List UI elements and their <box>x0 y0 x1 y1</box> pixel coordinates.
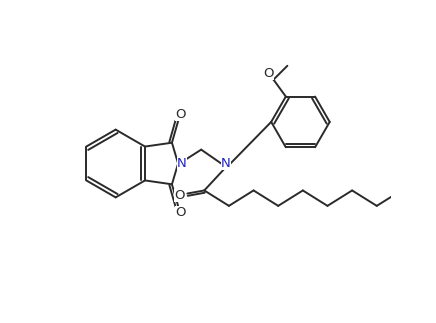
Text: O: O <box>264 67 274 80</box>
Text: N: N <box>221 157 231 170</box>
Text: N: N <box>177 157 187 170</box>
Text: O: O <box>174 189 185 202</box>
Text: O: O <box>175 109 186 121</box>
Text: O: O <box>175 205 186 219</box>
